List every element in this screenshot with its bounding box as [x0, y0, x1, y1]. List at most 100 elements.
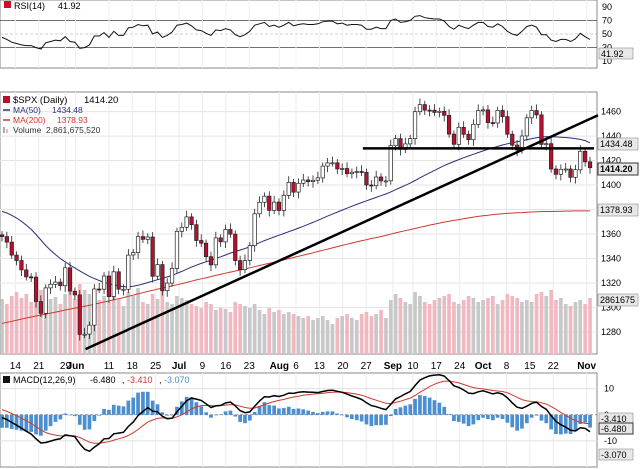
macd-hist-bar [248, 414, 252, 421]
volume-bar [461, 300, 466, 354]
volume-bar [165, 302, 170, 354]
macd-hist-bar [320, 411, 325, 415]
macd-hist-bar [534, 414, 539, 416]
volume-bar [452, 302, 456, 354]
volume-bar [505, 294, 510, 354]
volume-bar [111, 294, 116, 354]
candle-body [471, 123, 476, 141]
candle-body [500, 110, 505, 117]
volume-bar [150, 294, 155, 354]
macd-hist-bar [214, 414, 218, 416]
macd-hist-bar [262, 402, 267, 415]
volume-bar [43, 296, 48, 354]
candle-body [315, 177, 320, 181]
volume-bar [515, 298, 519, 354]
candle-body [116, 271, 121, 290]
candle-body [354, 171, 359, 173]
volume-bar [354, 320, 359, 354]
x-tick-label: 29 [60, 361, 72, 372]
candle-body [296, 182, 301, 193]
candle-body [218, 237, 223, 243]
x-tick-label: 22 [548, 361, 560, 372]
macd-hist-bar [393, 408, 398, 415]
candle-body [553, 168, 559, 175]
candle-body [417, 104, 423, 113]
candle-body [480, 109, 486, 112]
volume-bar [549, 290, 553, 354]
macd-hist-bar [165, 414, 170, 416]
macd-hist-bar [520, 414, 524, 429]
candle-body [4, 236, 9, 243]
volume-bar [160, 291, 165, 354]
volume-bar [58, 304, 63, 354]
volume-bar [248, 308, 252, 354]
volume-bar [554, 300, 558, 354]
x-tick-label: 23 [244, 361, 256, 372]
macd-hist-bar [286, 406, 291, 415]
candle-body [203, 242, 209, 258]
candle-body [374, 176, 379, 187]
candle-body [383, 180, 389, 183]
macd-hist-bar [544, 414, 549, 424]
volume-bar [252, 304, 257, 354]
candle-body [272, 201, 277, 211]
x-tick-label: 10 [407, 361, 419, 372]
macd-legend-swatch [3, 376, 10, 383]
volume-bar [520, 302, 524, 354]
volume-bar [359, 314, 364, 354]
x-tick-label: 9 [200, 361, 206, 372]
candle-body [101, 275, 107, 290]
volume-bar [136, 288, 140, 354]
volume-bar [544, 296, 549, 354]
candle-body [24, 269, 29, 278]
candle-body [121, 288, 126, 291]
volume-bar [345, 314, 349, 354]
macd-hist-bar [549, 414, 553, 430]
macd-sep-2: , [159, 375, 162, 385]
candle-body [524, 117, 529, 137]
volume-bar [19, 298, 24, 354]
candle-body [568, 168, 573, 178]
candle-body [223, 229, 228, 243]
volume-bar [471, 298, 476, 354]
candle-body [165, 282, 170, 292]
rsi-axis: 90 70 50 30 10 [602, 2, 612, 66]
candle-body [442, 110, 447, 116]
candle-body [291, 182, 296, 193]
macd-hist-bar [500, 414, 505, 419]
signal-badge-text: -3.410 [601, 414, 627, 424]
candle-body [77, 294, 82, 335]
volume-bar [175, 296, 179, 354]
macd-hist-bar [39, 414, 43, 436]
volume-bar [48, 299, 53, 354]
candle-body [369, 184, 374, 187]
volume-badge [597, 293, 639, 307]
volume-bar [388, 300, 393, 354]
candle-body [563, 168, 568, 171]
volume-bar [204, 302, 208, 354]
macd-label: MACD(12,26,9) [13, 375, 76, 385]
volume-bar [214, 310, 218, 354]
candle-body [549, 143, 554, 170]
ma50-legend-value: 1434.48 [52, 105, 83, 115]
candle-body [145, 236, 150, 240]
candle-body [461, 126, 466, 135]
candle-body [451, 133, 457, 145]
volume-bar [107, 302, 111, 354]
candle-body [87, 324, 92, 335]
volume-bar [432, 300, 437, 354]
price-tick-label: 1420 [601, 156, 621, 166]
volume-bar [155, 299, 160, 354]
rsi-grid [0, 0, 597, 68]
close-badge-text: 1414.20 [600, 164, 633, 174]
x-tick-label: 15 [524, 361, 536, 372]
volume-bar [330, 324, 335, 354]
candle-body [131, 252, 136, 256]
ma50-badge-text: 1434.48 [600, 139, 633, 149]
candle-body [58, 281, 63, 287]
macd-panel: 100-10 MACD(12,26,9) -6.480 , -3.410 , -… [0, 372, 634, 468]
volume-bar [476, 302, 481, 354]
macd-hist-bar [77, 414, 82, 425]
macd-hist-bar [525, 414, 529, 424]
volume-bar [481, 300, 485, 354]
